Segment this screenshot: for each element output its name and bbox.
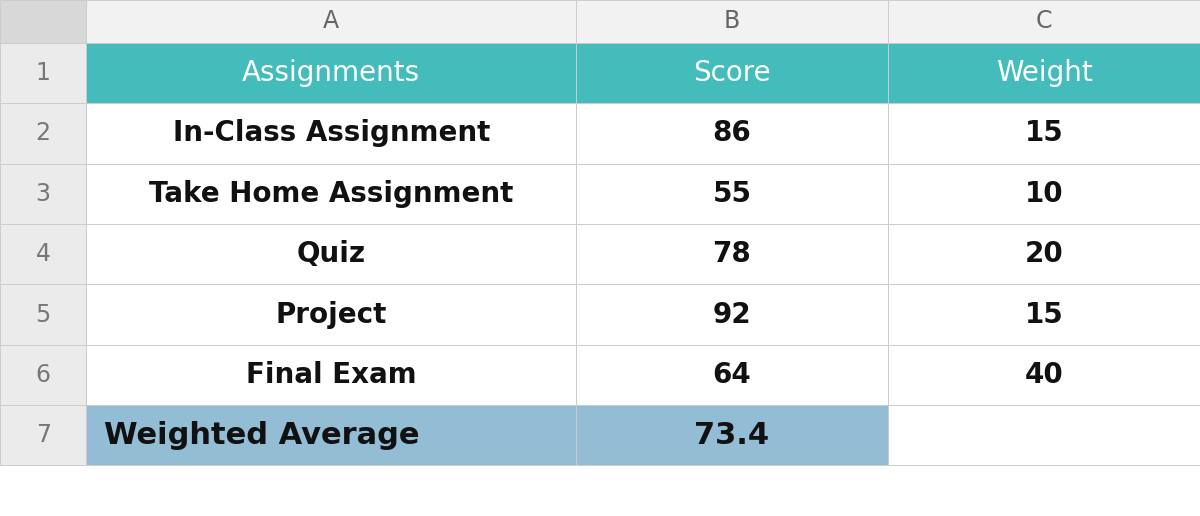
Text: 3: 3 [36, 182, 50, 206]
Bar [86, 345, 576, 405]
Bar [576, 345, 888, 405]
Text: 2: 2 [36, 121, 50, 146]
Text: Quiz: Quiz [296, 240, 366, 268]
Bar [576, 0, 888, 43]
Text: 40: 40 [1025, 361, 1063, 389]
Text: Take Home Assignment: Take Home Assignment [149, 180, 514, 208]
Bar [86, 224, 576, 284]
Bar [0, 405, 86, 465]
Bar [0, 345, 86, 405]
Bar [86, 284, 576, 345]
Text: Project: Project [276, 300, 386, 329]
Bar [576, 43, 888, 103]
Bar [888, 405, 1200, 465]
Bar [0, 164, 86, 224]
Text: 10: 10 [1025, 180, 1063, 208]
Text: 86: 86 [713, 119, 751, 148]
Bar [0, 284, 86, 345]
Text: 6: 6 [36, 363, 50, 387]
Bar [86, 0, 576, 43]
Text: 55: 55 [713, 180, 751, 208]
Bar [0, 43, 86, 103]
Bar [86, 164, 576, 224]
Text: Score: Score [694, 59, 770, 87]
Text: A: A [323, 9, 340, 34]
Bar [576, 224, 888, 284]
Text: 7: 7 [36, 423, 50, 447]
Bar [888, 164, 1200, 224]
Text: Weight: Weight [996, 59, 1092, 87]
Text: 15: 15 [1025, 119, 1063, 148]
Bar [888, 43, 1200, 103]
Text: Final Exam: Final Exam [246, 361, 416, 389]
Bar [888, 0, 1200, 43]
Text: 92: 92 [713, 300, 751, 329]
Bar [576, 284, 888, 345]
Text: 78: 78 [713, 240, 751, 268]
Bar [888, 345, 1200, 405]
Bar [888, 284, 1200, 345]
Text: 4: 4 [36, 242, 50, 266]
Bar [86, 103, 576, 164]
Text: 73.4: 73.4 [695, 421, 769, 450]
Text: Weighted Average: Weighted Average [104, 421, 420, 450]
Text: In-Class Assignment: In-Class Assignment [173, 119, 490, 148]
Bar [0, 224, 86, 284]
Text: Assignments: Assignments [242, 59, 420, 87]
Bar [576, 103, 888, 164]
Bar [0, 0, 86, 43]
Bar [86, 43, 576, 103]
Text: 5: 5 [36, 302, 50, 327]
Bar [888, 103, 1200, 164]
Bar [576, 405, 888, 465]
Bar [888, 224, 1200, 284]
Text: 1: 1 [36, 61, 50, 85]
Bar [576, 164, 888, 224]
Bar [0, 103, 86, 164]
Bar [86, 405, 576, 465]
Text: 20: 20 [1025, 240, 1063, 268]
Text: 15: 15 [1025, 300, 1063, 329]
Text: B: B [724, 9, 740, 34]
Text: 64: 64 [713, 361, 751, 389]
Text: C: C [1036, 9, 1052, 34]
